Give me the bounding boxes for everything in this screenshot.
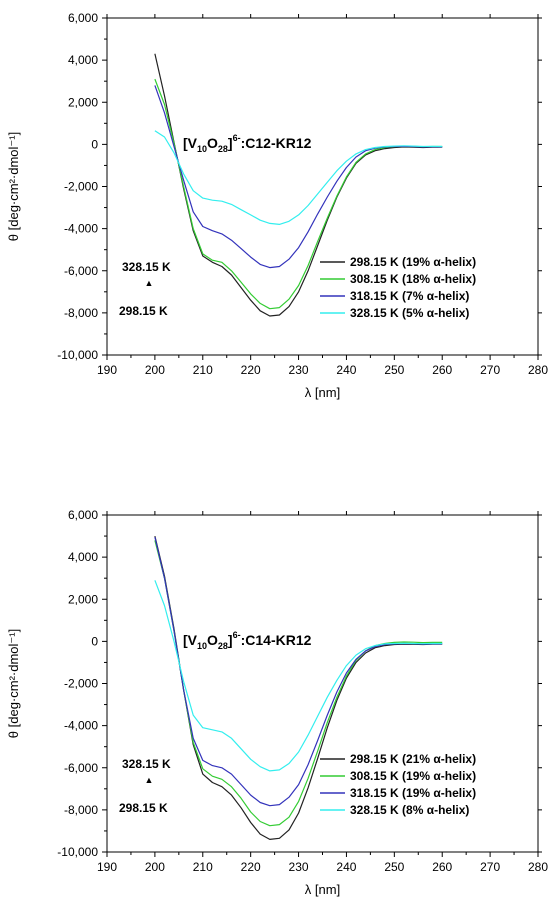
x-axis-title: λ [nm] xyxy=(305,385,340,400)
legend-label-3: 318.15 K (19% α-helix) xyxy=(350,786,476,800)
y-axis-title: θ [deg·cm²·dmol⁻¹] xyxy=(6,132,21,241)
x-tick-label: 240 xyxy=(336,363,356,377)
annotation-upper: 328.15 K xyxy=(122,260,171,274)
y-tick-label: -10,000 xyxy=(57,845,98,859)
y-tick-label: 4,000 xyxy=(68,53,98,67)
y-tick-label: -2,000 xyxy=(64,677,98,691)
plot-frame xyxy=(106,514,539,853)
y-tick-label: -10,000 xyxy=(57,348,98,362)
x-tick-label: 210 xyxy=(193,860,213,874)
chart-c12-kr12: 190 200 210 220 230 240 250 260 270 280 6,000 4,000… xyxy=(6,11,548,400)
series-line-4 xyxy=(154,130,443,225)
x-tick-label: 200 xyxy=(145,363,165,377)
legend-label-2: 308.15 K (18% α-helix) xyxy=(350,272,476,286)
x-tick-label: 260 xyxy=(432,363,452,377)
series-line-4 xyxy=(154,580,443,772)
y-tick-label: -4,000 xyxy=(64,719,98,733)
y-tick-label: 2,000 xyxy=(68,592,98,606)
x-tick-label: 270 xyxy=(480,363,500,377)
series-line-2 xyxy=(154,540,443,827)
y-tick-label: 6,000 xyxy=(68,11,98,25)
x-tick-label: 190 xyxy=(97,363,117,377)
legend-label-3: 318.15 K (7% α-helix) xyxy=(350,289,469,303)
series-line-1 xyxy=(154,53,443,317)
x-tick-label: 230 xyxy=(289,363,309,377)
legend-label-4: 328.15 K (8% α-helix) xyxy=(350,803,469,817)
x-tick-label: 190 xyxy=(97,860,117,874)
annotation-upper: 328.15 K xyxy=(122,757,171,771)
chart-c14-kr12: 190 200 210 220 230 240 250 260 270 280 6,000 4,000… xyxy=(6,508,548,897)
x-tick-label: 260 xyxy=(432,860,452,874)
x-tick-label: 270 xyxy=(480,860,500,874)
x-tick-label: 200 xyxy=(145,860,165,874)
x-tick-label: 280 xyxy=(528,860,548,874)
annotation-arrow-icon: ▲ xyxy=(145,775,154,785)
x-tick-label: 280 xyxy=(528,363,548,377)
x-tick-label: 210 xyxy=(193,363,213,377)
annotation-lower: 298.15 K xyxy=(119,801,168,815)
y-tick-label: -4,000 xyxy=(64,222,98,236)
y-tick-label: -2,000 xyxy=(64,180,98,194)
y-tick-label: 0 xyxy=(91,634,98,648)
y-tick-label: 2,000 xyxy=(68,95,98,109)
legend-label-4: 328.15 K (5% α-helix) xyxy=(350,306,469,320)
x-tick-label: 250 xyxy=(384,363,404,377)
x-tick-label: 250 xyxy=(384,860,404,874)
x-axis-title: λ [nm] xyxy=(305,882,340,897)
y-tick-label: 4,000 xyxy=(68,550,98,564)
annotation-lower: 298.15 K xyxy=(119,304,168,318)
legend-label-1: 298.15 K (19% α-helix) xyxy=(350,255,476,269)
x-tick-label: 220 xyxy=(241,363,261,377)
chart-title: [V10O28]6-:C14-KR12 xyxy=(183,630,312,651)
x-tick-label: 220 xyxy=(241,860,261,874)
y-tick-label: -6,000 xyxy=(64,761,98,775)
x-tick-label: 230 xyxy=(289,860,309,874)
y-tick-label: -6,000 xyxy=(64,264,98,278)
legend-label-2: 308.15 K (19% α-helix) xyxy=(350,769,476,783)
y-tick-label: 0 xyxy=(91,137,98,151)
chart-title: [V10O28]6-:C12-KR12 xyxy=(183,133,312,154)
y-tick-label: 6,000 xyxy=(68,508,98,522)
legend-label-1: 298.15 K (21% α-helix) xyxy=(350,752,476,766)
annotation-arrow-icon: ▲ xyxy=(145,278,154,288)
y-tick-label: -8,000 xyxy=(64,306,98,320)
x-tick-label: 240 xyxy=(336,860,356,874)
y-tick-label: -8,000 xyxy=(64,803,98,817)
y-axis-title: θ [deg·cm²·dmol⁻¹] xyxy=(6,629,21,738)
plot-frame xyxy=(106,17,539,356)
